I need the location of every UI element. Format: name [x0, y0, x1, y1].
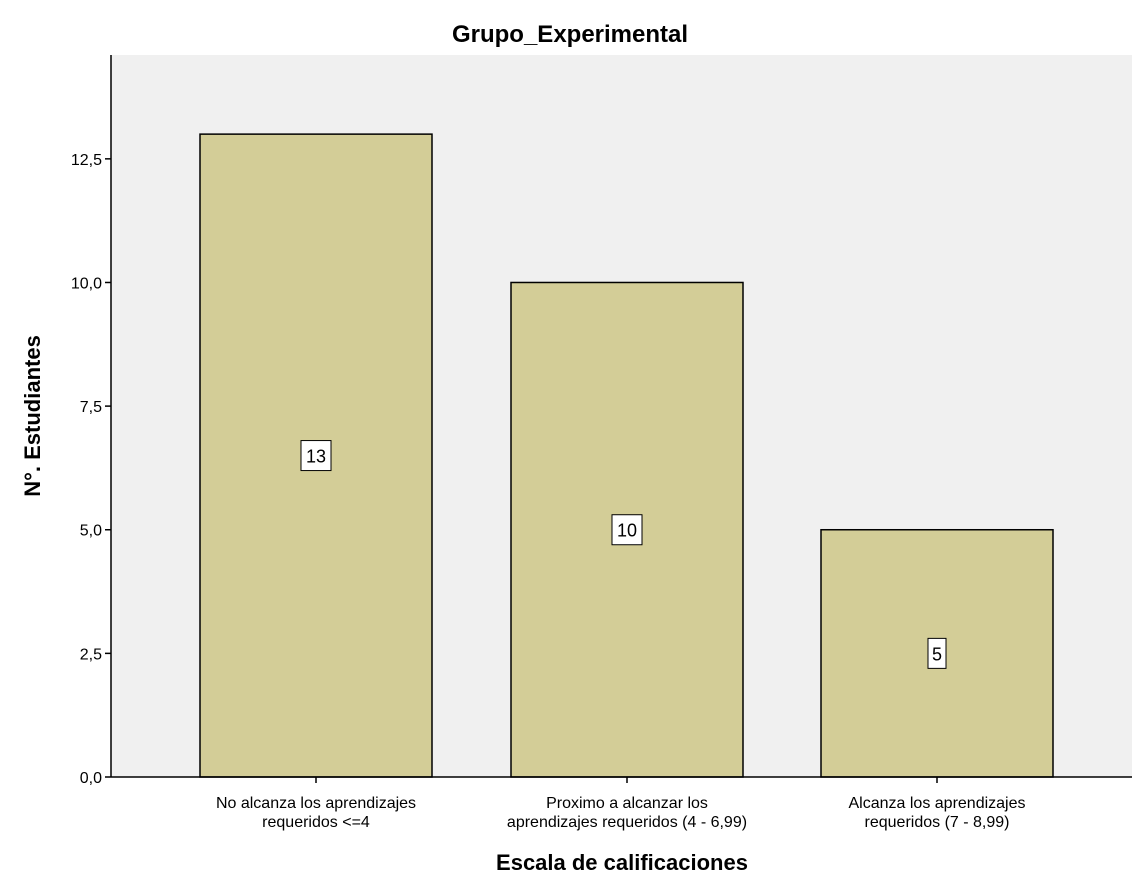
x-axis-title: Escala de calificaciones [496, 850, 748, 875]
y-tick-label: 2,5 [80, 646, 102, 663]
y-tick-label: 7,5 [80, 399, 102, 416]
bar [199, 133, 433, 778]
y-axis-title: N°. Estudiantes [20, 335, 45, 497]
x-category-label: aprendizajes requeridos (4 - 6,99) [507, 814, 747, 831]
x-category-label: Alcanza los aprendizajes [849, 795, 1026, 812]
data-label-box [300, 440, 332, 472]
x-category-label: requeridos (7 - 8,99) [865, 814, 1010, 831]
data-label: 5 [932, 644, 942, 664]
y-tick-label: 5,0 [80, 523, 102, 540]
x-axis-categories: No alcanza los aprendizajes requeridos <=… [216, 777, 1026, 831]
x-category-label: Proximo a alcanzar los [546, 795, 708, 812]
y-tick-label: 10,0 [71, 275, 102, 292]
x-category-label: requeridos <=4 [262, 814, 370, 831]
y-axis-ticks: 0,0 2,5 5,0 7,5 10,0 12,5 [71, 152, 111, 787]
data-label-box [611, 514, 643, 546]
data-label-box [927, 637, 947, 669]
chart-title: Grupo_Experimental [452, 21, 688, 48]
y-tick-label: 12,5 [71, 152, 102, 169]
y-tick-label: 0,0 [80, 770, 102, 787]
bars: 13 10 5 [199, 133, 1054, 778]
data-label: 13 [306, 447, 326, 467]
x-category-label: No alcanza los aprendizajes [216, 795, 416, 812]
data-label: 10 [617, 521, 637, 541]
